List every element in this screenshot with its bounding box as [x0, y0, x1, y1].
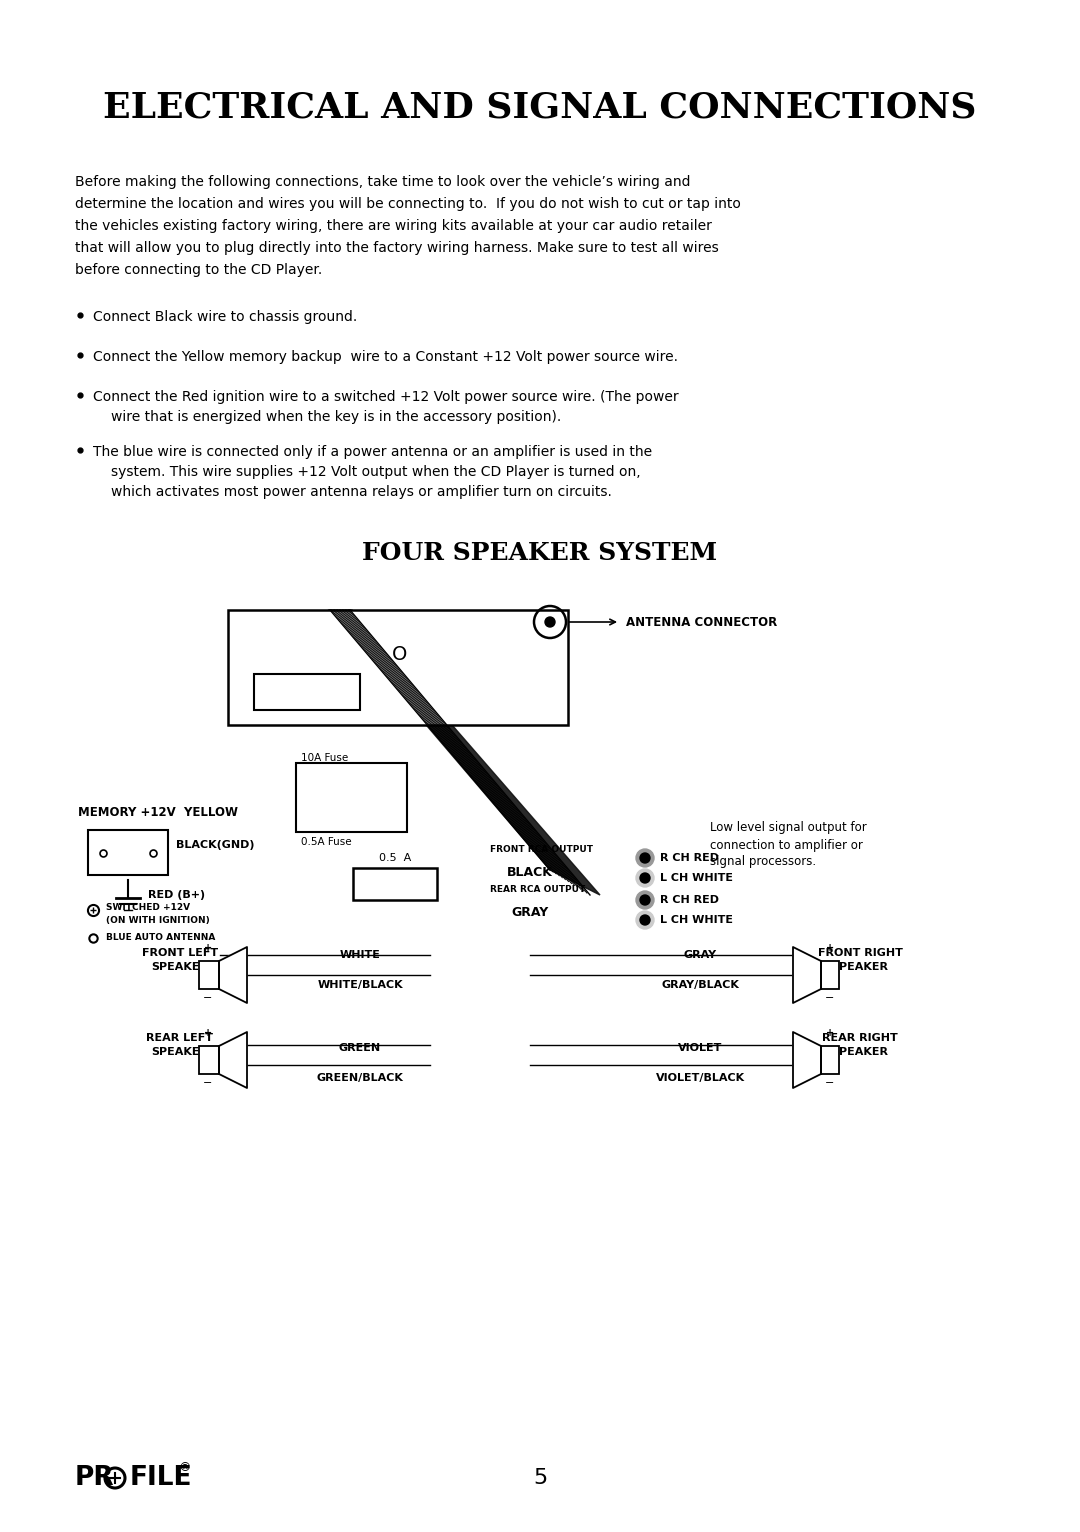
- Circle shape: [636, 912, 654, 928]
- Text: BLUE AUTO ANTENNA: BLUE AUTO ANTENNA: [106, 933, 215, 942]
- Text: VIOLET: VIOLET: [678, 1043, 723, 1052]
- Text: Low level signal output for: Low level signal output for: [710, 821, 867, 835]
- Text: BLACK(GND): BLACK(GND): [176, 840, 255, 850]
- Text: before connecting to the CD Player.: before connecting to the CD Player.: [75, 264, 322, 277]
- Bar: [199, 1046, 219, 1074]
- Text: the vehicles existing factory wiring, there are wiring kits available at your ca: the vehicles existing factory wiring, th…: [75, 219, 712, 233]
- Text: SPEAKER: SPEAKER: [151, 1046, 208, 1057]
- Text: +: +: [204, 1028, 212, 1039]
- Text: RED (B+): RED (B+): [148, 890, 205, 899]
- Text: ®: ®: [178, 1462, 190, 1474]
- Text: R CH RED: R CH RED: [660, 853, 719, 863]
- Text: 10A Fuse: 10A Fuse: [301, 754, 348, 763]
- Polygon shape: [219, 1033, 247, 1088]
- Text: GREEN/BLACK: GREEN/BLACK: [316, 1072, 404, 1083]
- Text: The blue wire is connected only if a power antenna or an amplifier is used in th: The blue wire is connected only if a pow…: [93, 444, 652, 460]
- Bar: [296, 763, 407, 832]
- Circle shape: [640, 853, 650, 863]
- Text: FRONT RIGHT: FRONT RIGHT: [818, 948, 903, 958]
- Polygon shape: [793, 947, 821, 1003]
- Text: FRONT RCA OUTPUT: FRONT RCA OUTPUT: [490, 846, 593, 855]
- Text: Before making the following connections, take time to look over the vehicle’s wi: Before making the following connections,…: [75, 175, 690, 188]
- Bar: [353, 869, 437, 899]
- Text: 0.5  A: 0.5 A: [379, 853, 411, 863]
- Text: Connect Black wire to chassis ground.: Connect Black wire to chassis ground.: [93, 309, 357, 323]
- Text: signal processors.: signal processors.: [710, 855, 816, 869]
- Bar: [821, 961, 839, 990]
- Text: ELECTRICAL AND SIGNAL CONNECTIONS: ELECTRICAL AND SIGNAL CONNECTIONS: [104, 90, 976, 126]
- Text: ANTENNA CONNECTOR: ANTENNA CONNECTOR: [626, 616, 778, 628]
- Circle shape: [636, 892, 654, 908]
- Text: WHITE: WHITE: [339, 950, 380, 961]
- Text: R CH RED: R CH RED: [660, 895, 719, 905]
- Text: system. This wire supplies +12 Volt output when the CD Player is turned on,: system. This wire supplies +12 Volt outp…: [111, 466, 640, 480]
- Text: MEMORY +12V  YELLOW: MEMORY +12V YELLOW: [78, 806, 238, 818]
- Circle shape: [640, 873, 650, 882]
- Text: FILE: FILE: [130, 1465, 192, 1491]
- Text: +: +: [826, 1028, 834, 1039]
- Text: VIOLET/BLACK: VIOLET/BLACK: [656, 1072, 744, 1083]
- Text: L CH WHITE: L CH WHITE: [660, 915, 733, 925]
- Text: O: O: [392, 645, 407, 665]
- Text: FOUR SPEAKER SYSTEM: FOUR SPEAKER SYSTEM: [363, 541, 717, 565]
- Text: connection to amplifier or: connection to amplifier or: [710, 838, 863, 852]
- Text: −: −: [825, 1079, 835, 1088]
- Polygon shape: [793, 1033, 821, 1088]
- Text: Connect the Red ignition wire to a switched +12 Volt power source wire. (The pow: Connect the Red ignition wire to a switc…: [93, 391, 678, 404]
- Text: REAR RIGHT: REAR RIGHT: [822, 1033, 897, 1043]
- Text: −: −: [203, 1079, 213, 1088]
- Text: FUSE: FUSE: [375, 876, 415, 892]
- Text: wire that is energized when the key is in the accessory position).: wire that is energized when the key is i…: [111, 411, 562, 424]
- Text: BLACK: BLACK: [508, 866, 553, 878]
- Text: that will allow you to plug directly into the factory wiring harness. Make sure : that will allow you to plug directly int…: [75, 241, 719, 254]
- Text: REAR RCA OUTPUT: REAR RCA OUTPUT: [490, 885, 585, 895]
- Text: L CH WHITE: L CH WHITE: [660, 873, 733, 882]
- Text: SPEAKER: SPEAKER: [832, 962, 889, 971]
- Text: FILTER: FILTER: [332, 786, 372, 795]
- Bar: [199, 961, 219, 990]
- Bar: [821, 1046, 839, 1074]
- Circle shape: [545, 617, 555, 627]
- Text: 0.5A Fuse: 0.5A Fuse: [301, 836, 352, 847]
- Text: determine the location and wires you will be connecting to.  If you do not wish : determine the location and wires you wil…: [75, 198, 741, 211]
- Text: +: +: [826, 944, 834, 953]
- Circle shape: [636, 869, 654, 887]
- Text: −: −: [203, 993, 213, 1003]
- Text: SPEAKER: SPEAKER: [151, 962, 208, 971]
- Text: FRONT LEFT: FRONT LEFT: [141, 948, 218, 958]
- Polygon shape: [219, 947, 247, 1003]
- Bar: [228, 610, 568, 725]
- Text: BOX: BOX: [338, 801, 365, 810]
- Polygon shape: [328, 610, 600, 895]
- Text: REAR LEFT: REAR LEFT: [147, 1033, 214, 1043]
- Text: SPEAKER: SPEAKER: [832, 1046, 889, 1057]
- Text: +: +: [204, 944, 212, 953]
- Text: +12V: +12V: [117, 853, 139, 863]
- Text: Connect the Yellow memory backup  wire to a Constant +12 Volt power source wire.: Connect the Yellow memory backup wire to…: [93, 349, 678, 365]
- Circle shape: [542, 614, 558, 630]
- Text: which activates most power antenna relays or amplifier turn on circuits.: which activates most power antenna relay…: [111, 486, 612, 499]
- Text: BATTERY: BATTERY: [110, 843, 146, 850]
- Bar: [87, 830, 168, 875]
- Text: 5: 5: [532, 1468, 548, 1488]
- Text: GRAY/BLACK: GRAY/BLACK: [661, 980, 739, 990]
- Text: SWITCHED +12V: SWITCHED +12V: [106, 902, 190, 912]
- Circle shape: [640, 915, 650, 925]
- Text: (ON WITH IGNITION): (ON WITH IGNITION): [106, 916, 210, 925]
- Circle shape: [636, 849, 654, 867]
- Text: −: −: [825, 993, 835, 1003]
- Bar: [254, 674, 360, 709]
- Text: WHITE/BLACK: WHITE/BLACK: [318, 980, 403, 990]
- Text: GRAY: GRAY: [684, 950, 716, 961]
- Text: GREEN: GREEN: [339, 1043, 381, 1052]
- Text: PR: PR: [75, 1465, 114, 1491]
- Circle shape: [640, 895, 650, 905]
- Text: GRAY: GRAY: [511, 905, 549, 919]
